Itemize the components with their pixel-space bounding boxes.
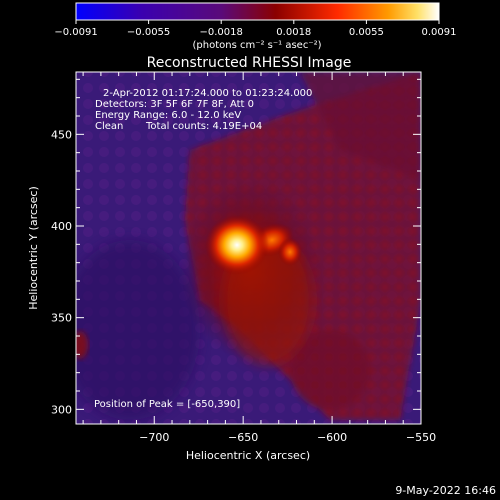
colorbar-gradient	[75, 2, 440, 21]
colorbar-tick-label: −0.0018	[200, 27, 243, 38]
observation-time: 2-Apr-2012 01:17:24.000 to 01:23:24.000	[103, 88, 312, 99]
y-tick-label: 400	[51, 220, 72, 233]
total-counts: Total counts: 4.19E+04	[145, 121, 262, 132]
colorbar-tick-label: 0.0091	[422, 27, 457, 38]
plot-title: Reconstructed RHESSI Image	[147, 55, 352, 71]
x-tick-label: −650	[228, 431, 258, 444]
footer-timestamp: 9-May-2022 16:46	[395, 484, 496, 497]
peak-position: Position of Peak = [-650,390]	[94, 399, 240, 410]
y-tick-label: 450	[51, 128, 72, 141]
plot-frame	[75, 71, 422, 425]
y-axis-label: Heliocentric Y (arcsec)	[27, 186, 40, 310]
peak-source	[205, 215, 269, 275]
colorbar-units: (photons cm⁻² s⁻¹ asec⁻²)	[192, 40, 321, 51]
heatmap-image	[76, 72, 421, 424]
y-axis: 300 350 400 450	[51, 78, 421, 416]
x-axis: −700 −650 −600 −550	[82, 72, 436, 444]
x-tick-label: −550	[406, 431, 436, 444]
detectors-info: Detectors: 3F 5F 6F 7F 8F, Att 0	[95, 99, 254, 110]
colorbar-tick-label: 0.0018	[276, 27, 311, 38]
colorbar: −0.0091 −0.0055 −0.0018 0.0018 0.0055 0.…	[54, 2, 457, 51]
colorbar-tick-label: −0.0055	[127, 27, 170, 38]
algorithm-label: Clean	[95, 121, 123, 132]
y-tick-label: 350	[51, 312, 72, 325]
x-axis-label: Heliocentric X (arcsec)	[186, 449, 310, 462]
energy-range: Energy Range: 6.0 - 12.0 keV	[95, 110, 241, 121]
x-tick-label: −600	[317, 431, 347, 444]
x-tick-label: −700	[139, 431, 169, 444]
colorbar-tick-label: 0.0055	[349, 27, 384, 38]
y-tick-label: 300	[51, 403, 72, 416]
colorbar-tick-label: −0.0091	[54, 27, 97, 38]
